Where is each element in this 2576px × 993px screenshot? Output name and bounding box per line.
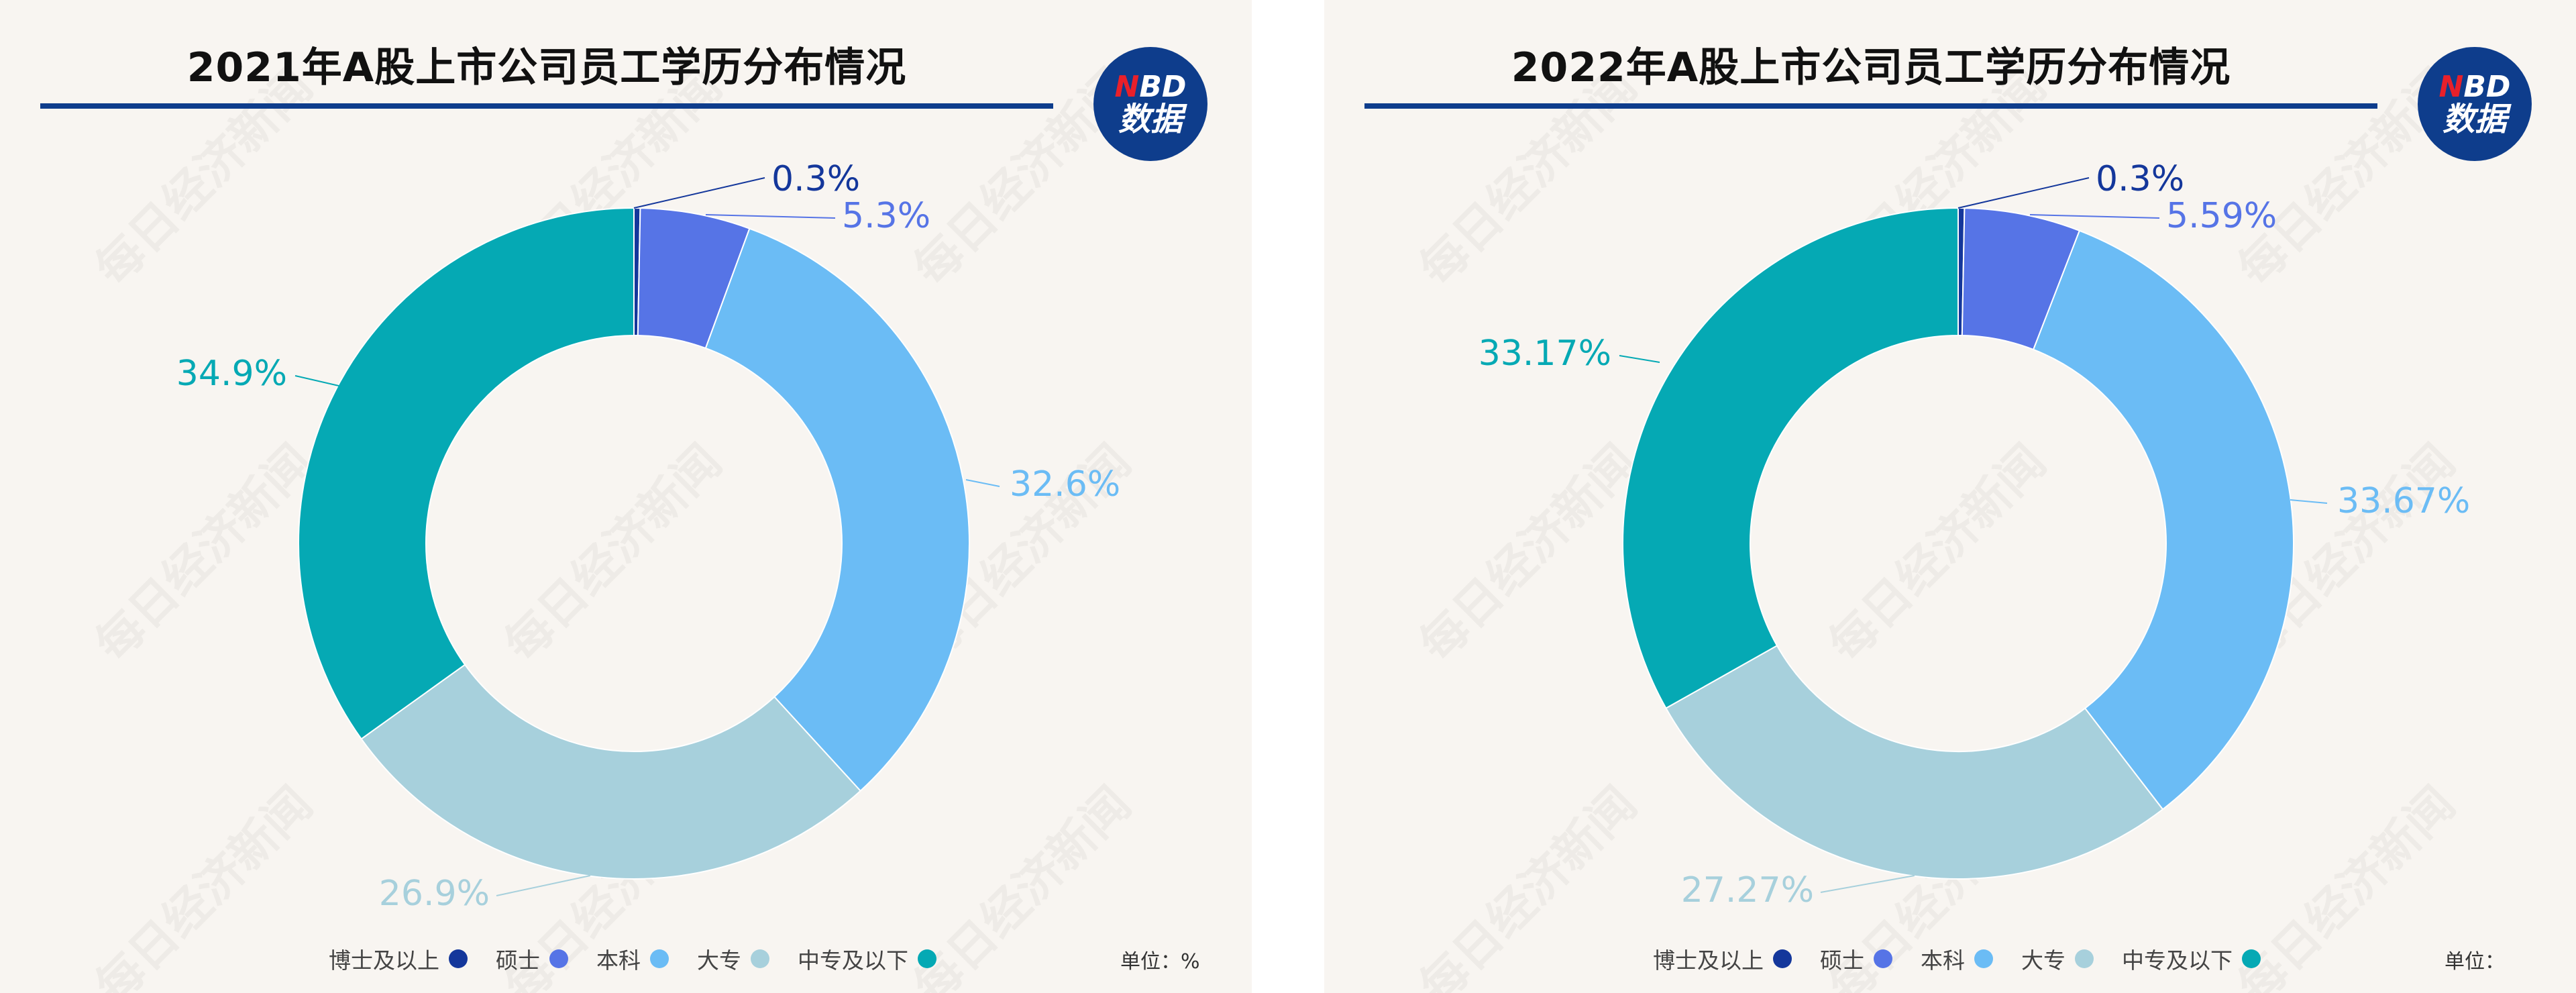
leader-line-phd <box>633 177 765 209</box>
leader-line-master <box>2029 214 2160 219</box>
legend-swatch <box>918 949 936 968</box>
legend-swatch <box>1773 949 1792 968</box>
legend: 博士及以上 硕士 本科 大专 中专及以下 <box>1653 943 2289 975</box>
legend-label: 中专及以下 <box>798 947 908 974</box>
slice-college <box>360 664 862 880</box>
legend-label: 大专 <box>2021 947 2065 974</box>
nbd-logo: NBD 数据 <box>2418 47 2532 161</box>
unit-label: 单位：% <box>1120 950 1200 974</box>
legend: 博士及以上 硕士 本科 大专 中专及以下 <box>329 943 965 975</box>
data-label-master: 5.59% <box>2166 196 2277 236</box>
data-label-college: 26.9% <box>379 874 490 914</box>
leader-line-master <box>705 214 836 219</box>
leader-line-college <box>496 875 591 896</box>
legend-item-college: 大专 <box>697 943 769 975</box>
chart-title: 2022年A股上市公司员工学历分布情况 <box>1511 44 2231 91</box>
legend-swatch <box>1974 949 1993 968</box>
chart-panel-2022: 每日经济新闻 每日经济新闻 每日经济新闻 每日经济新闻 每日经济新闻 每日经济新闻 每日经济… <box>1324 0 2576 993</box>
legend-item-college: 大专 <box>2021 943 2094 975</box>
legend-swatch <box>549 949 568 968</box>
legend-swatch <box>650 949 669 968</box>
donut-chart: 0.3%5.59% 33.67% 27.27% 33.17% <box>1479 159 2471 910</box>
legend-item-master: 硕士 <box>496 943 568 975</box>
slice-bachelor <box>2032 229 2294 811</box>
legend-label: 大专 <box>697 947 741 974</box>
legend-label: 博士及以上 <box>1653 947 1764 974</box>
slice-college <box>1665 644 2164 880</box>
legend-swatch <box>2242 949 2261 968</box>
data-label-college: 27.27% <box>1681 870 1814 910</box>
data-label-master: 5.3% <box>842 196 930 236</box>
legend-swatch <box>751 949 769 968</box>
slice-secondary <box>1622 207 1959 709</box>
title-divider <box>1364 103 2377 109</box>
slice-bachelor <box>704 227 970 792</box>
legend-item-bachelor: 本科 <box>1921 943 1993 975</box>
legend-item-master: 硕士 <box>1820 943 1892 975</box>
legend-swatch <box>1874 949 1892 968</box>
data-label-phd: 0.3% <box>2096 159 2184 199</box>
legend-label: 硕士 <box>496 947 540 974</box>
legend-swatch <box>449 949 468 968</box>
leader-line-phd <box>1957 177 2090 209</box>
chart-panel-2021: 每日经济新闻 每日经济新闻 每日经济新闻 每日经济新闻 每日经济新闻 每日经济新闻 每日经济… <box>0 0 1252 993</box>
legend-label: 本科 <box>596 947 641 974</box>
legend-item-secondary: 中专及以下 <box>798 943 936 975</box>
legend-item-phd: 博士及以上 <box>329 943 468 975</box>
data-label-secondary: 34.9% <box>176 354 287 394</box>
data-label-secondary: 33.17% <box>1479 333 1611 374</box>
title-divider <box>40 103 1053 109</box>
legend-item-bachelor: 本科 <box>596 943 669 975</box>
chart-title: 2021年A股上市公司员工学历分布情况 <box>186 44 907 91</box>
legend-label: 本科 <box>1921 947 1965 974</box>
leader-line-college <box>1820 875 1915 893</box>
legend-label: 博士及以上 <box>329 947 439 974</box>
leader-line-bachelor <box>965 479 1000 487</box>
leader-line-bachelor <box>2290 499 2328 504</box>
leader-line-secondary <box>294 375 339 386</box>
legend-label: 硕士 <box>1820 947 1864 974</box>
legend-swatch <box>2075 949 2094 968</box>
data-label-bachelor: 33.67% <box>2337 481 2470 521</box>
legend-item-phd: 博士及以上 <box>1653 943 1792 975</box>
leader-line-secondary <box>1619 355 1660 363</box>
donut-chart: 0.3%5.3% 32.6% 26.9% 34.9% <box>176 159 1120 914</box>
data-label-phd: 0.3% <box>771 159 860 199</box>
nbd-logo: NBD 数据 <box>1093 47 1208 161</box>
data-label-bachelor: 32.6% <box>1010 464 1120 505</box>
unit-label: 单位： <box>2445 950 2505 974</box>
legend-label: 中专及以下 <box>2122 947 2233 974</box>
legend-item-secondary: 中专及以下 <box>2122 943 2261 975</box>
slice-secondary <box>298 207 635 740</box>
